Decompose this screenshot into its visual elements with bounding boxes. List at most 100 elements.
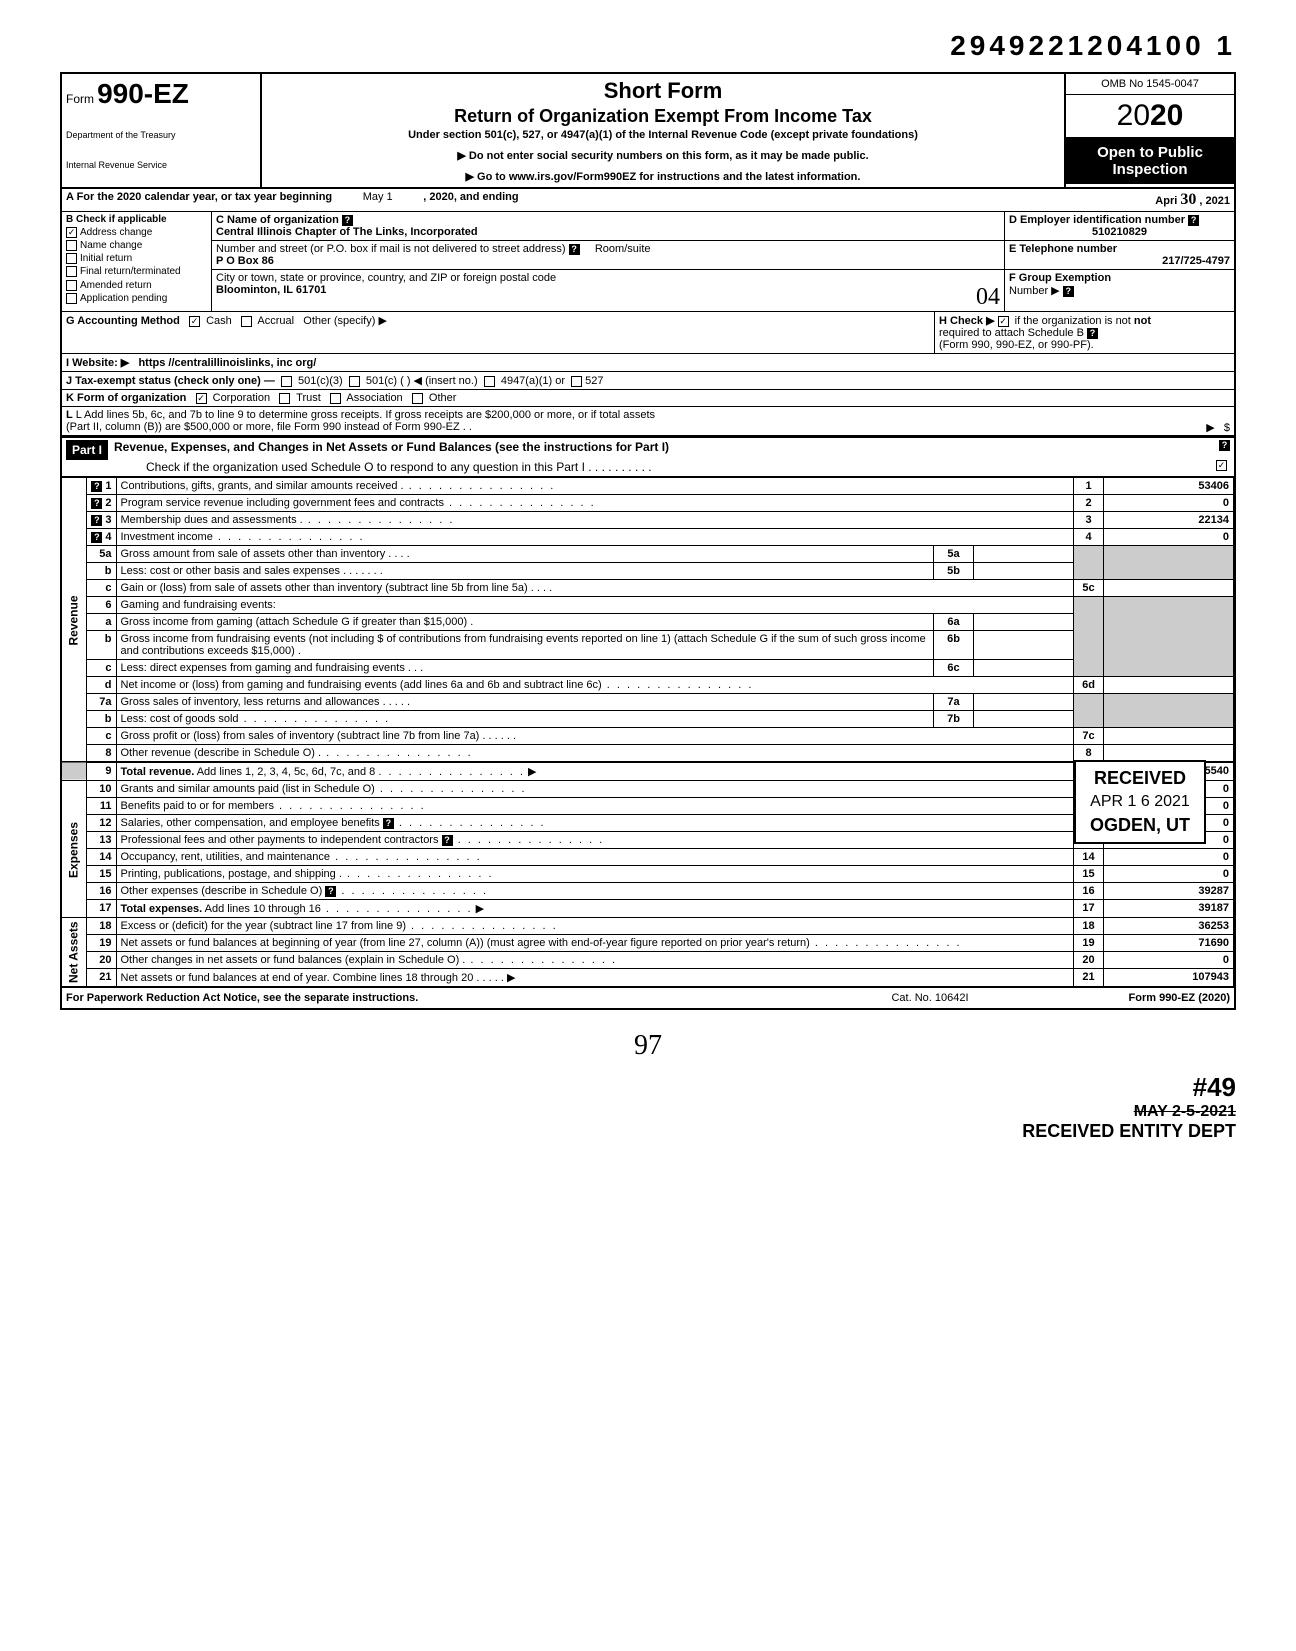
checkbox-name-change[interactable]: [66, 240, 77, 251]
line-21: 21 Net assets or fund balances at end of…: [62, 969, 1234, 987]
side-label-net-assets: Net Assets: [62, 918, 86, 987]
line8-num: 8: [86, 745, 116, 763]
label-cash: Cash: [206, 315, 232, 327]
checkbox-527[interactable]: [571, 376, 582, 387]
line-11: 11 Benefits paid to or for members 11 0: [62, 798, 1234, 815]
line4-val: 0: [1104, 529, 1234, 546]
label-corp: Corporation: [213, 392, 270, 404]
part1-title: Revenue, Expenses, and Changes in Net As…: [108, 440, 1219, 454]
line13-num: 13: [86, 832, 116, 849]
line-5b: b Less: cost or other basis and sales ex…: [62, 563, 1234, 580]
side-label-revenue: Revenue: [62, 478, 86, 763]
checkbox-501c3[interactable]: [281, 376, 292, 387]
form-id-box: Form 990-EZ Department of the Treasury I…: [62, 74, 262, 187]
label-insert: ) ◀ (insert no.): [407, 375, 478, 387]
help-icon[interactable]: ?: [383, 818, 394, 829]
line20-val: 0: [1104, 952, 1234, 969]
checkbox-initial-return[interactable]: [66, 253, 77, 264]
checkbox-assoc[interactable]: [330, 393, 341, 404]
f-label2: Number ▶: [1009, 285, 1060, 297]
line6-num: 6: [86, 597, 116, 614]
checkbox-final-return[interactable]: [66, 266, 77, 277]
footer-cat: Cat. No. 10642I: [830, 992, 1030, 1004]
line-18: Net Assets 18 Excess or (deficit) for th…: [62, 918, 1234, 935]
stamp-received: RECEIVED: [1090, 768, 1190, 789]
line6-desc: Gaming and fundraising events:: [116, 597, 1074, 614]
line6b-desc: Gross income from fundraising events (no…: [121, 633, 926, 657]
checkbox-address-change[interactable]: ✓: [66, 227, 77, 238]
line1-num: 1: [105, 480, 111, 492]
short-form-label: Short Form: [270, 78, 1056, 104]
line2-val: 0: [1104, 495, 1234, 512]
help-icon[interactable]: ?: [1087, 328, 1098, 339]
line3-desc: Membership dues and assessments .: [121, 514, 303, 526]
end-month: Apri: [1155, 195, 1177, 207]
side-label-expenses: Expenses: [62, 781, 86, 918]
return-title: Return of Organization Exempt From Incom…: [270, 106, 1056, 127]
help-icon[interactable]: ?: [442, 835, 453, 846]
line5c-box: 5c: [1074, 580, 1104, 597]
help-icon[interactable]: ?: [91, 515, 102, 526]
line4-desc: Investment income: [121, 531, 213, 543]
line6c-mid: 6c: [934, 660, 974, 677]
part1-check-text: Check if the organization used Schedule …: [146, 460, 652, 474]
line9-desc: Total revenue.: [121, 766, 195, 778]
line1-box: 1: [1074, 478, 1104, 495]
line-5a: 5a Gross amount from sale of assets othe…: [62, 546, 1234, 563]
row-k-org-form: K Form of organization ✓ Corporation Tru…: [62, 390, 1234, 407]
line20-desc: Other changes in net assets or fund bala…: [121, 954, 466, 966]
checkbox-pending[interactable]: [66, 293, 77, 304]
label-pending: Application pending: [80, 293, 167, 304]
checkbox-501c[interactable]: [349, 376, 360, 387]
line-12: 12 Salaries, other compensation, and emp…: [62, 815, 1234, 832]
line-17: 17 Total expenses. Add lines 10 through …: [62, 900, 1234, 918]
checkbox-schedule-o[interactable]: ✓: [1216, 460, 1227, 471]
line19-val: 71690: [1104, 935, 1234, 952]
line19-box: 19: [1074, 935, 1104, 952]
line6a-mid: 6a: [934, 614, 974, 631]
checkbox-corp[interactable]: ✓: [196, 393, 207, 404]
stamp-location: OGDEN, UT: [1090, 815, 1190, 836]
checkbox-4947[interactable]: [484, 376, 495, 387]
line-13: 13 Professional fees and other payments …: [62, 832, 1234, 849]
help-icon[interactable]: ?: [91, 481, 102, 492]
help-icon[interactable]: ?: [325, 886, 336, 897]
subtitle: Under section 501(c), 527, or 4947(a)(1)…: [270, 129, 1056, 141]
line6d-desc: Net income or (loss) from gaming and fun…: [121, 679, 602, 691]
help-icon[interactable]: ?: [1188, 215, 1199, 226]
line-9: 9 Total revenue. Add lines 1, 2, 3, 4, 5…: [62, 762, 1234, 781]
help-icon[interactable]: ?: [342, 215, 353, 226]
help-icon[interactable]: ?: [1219, 440, 1230, 451]
col-c-org-info: C Name of organization ? Central Illinoi…: [212, 212, 1004, 311]
line6c-desc: Less: direct expenses from gaming and fu…: [121, 662, 405, 674]
begin-date: May 1: [363, 191, 393, 203]
line14-num: 14: [86, 849, 116, 866]
col-b-title: B Check if applicable: [66, 214, 207, 225]
checkbox-accrual[interactable]: [241, 316, 252, 327]
label-accrual: Accrual: [257, 315, 294, 327]
help-icon[interactable]: ?: [569, 244, 580, 255]
open-line2: Inspection: [1068, 161, 1232, 178]
footer-form: Form 990-EZ (2020): [1030, 992, 1230, 1004]
line-15: 15 Printing, publications, postage, and …: [62, 866, 1234, 883]
checkbox-cash[interactable]: ✓: [189, 316, 200, 327]
open-to-public: Open to Public Inspection: [1066, 138, 1234, 184]
line-1: Revenue ? 1 Contributions, gifts, grants…: [62, 478, 1234, 495]
checkbox-other-org[interactable]: [412, 393, 423, 404]
d-label: D Employer identification number: [1009, 214, 1185, 226]
help-icon[interactable]: ?: [91, 498, 102, 509]
help-icon[interactable]: ?: [91, 532, 102, 543]
checkbox-amended[interactable]: [66, 280, 77, 291]
line-6: 6 Gaming and fundraising events:: [62, 597, 1234, 614]
line-6b: b Gross income from fundraising events (…: [62, 631, 1234, 660]
help-icon[interactable]: ?: [1063, 286, 1074, 297]
row-a-mid: , 2020, and ending: [423, 191, 518, 203]
line1-val: 53406: [1104, 478, 1234, 495]
line7c-desc: Gross profit or (loss) from sales of inv…: [121, 730, 480, 742]
checkbox-h[interactable]: ✓: [998, 316, 1009, 327]
received-stamp: RECEIVED APR 1 6 2021 OGDEN, UT: [1074, 760, 1206, 844]
year-suffix: 20: [1150, 99, 1183, 132]
checkbox-trust[interactable]: [279, 393, 290, 404]
dept-irs: Internal Revenue Service: [66, 160, 256, 170]
l-amount: $: [1224, 422, 1230, 434]
